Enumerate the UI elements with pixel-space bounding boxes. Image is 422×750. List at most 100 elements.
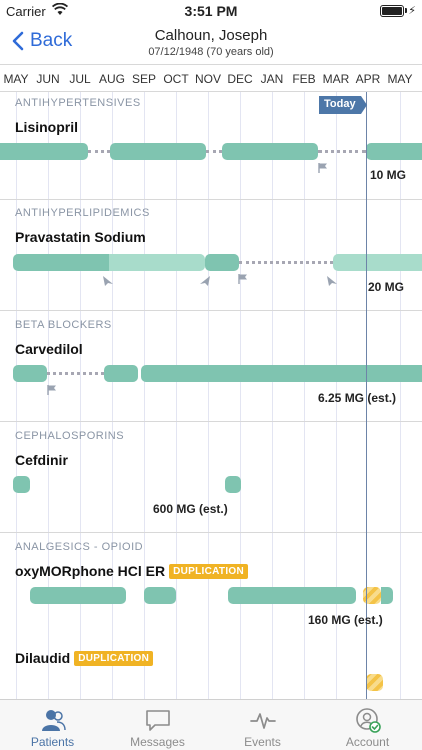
account-icon xyxy=(355,708,381,733)
med-section-cefdinir[interactable]: CEPHALOSPORINS Cefdinir 600 MG (est.) xyxy=(0,422,422,533)
arrow-icon[interactable] xyxy=(102,275,114,287)
back-label: Back xyxy=(30,30,73,51)
medication-bar-refill[interactable] xyxy=(333,254,422,271)
medication-bar[interactable] xyxy=(225,476,241,493)
battery-tip xyxy=(405,8,407,13)
drug-name: Pravastatin Sodium xyxy=(15,229,146,245)
medication-bar[interactable] xyxy=(13,254,109,271)
battery-icon xyxy=(380,5,404,17)
category-label: ANTIHYPERLIPIDEMICS xyxy=(15,207,150,219)
month-label: JUN xyxy=(36,72,60,86)
month-label: MAY xyxy=(3,72,29,86)
drug-name: Carvedilol xyxy=(15,341,83,357)
tab-events[interactable]: Events xyxy=(210,706,315,749)
patient-dob: 07/12/1948 (70 years old) xyxy=(148,46,274,58)
charging-icon: ⚡ xyxy=(408,5,416,17)
med-section-opioid[interactable]: ANALGESICS - OPIOID oxyMORphone HCl ER D… xyxy=(0,533,422,699)
month-label: OCT xyxy=(163,72,189,86)
medication-bar-refill[interactable] xyxy=(109,254,205,271)
medication-bar[interactable] xyxy=(381,587,393,604)
month-label: AUG xyxy=(98,72,125,86)
flag-icon[interactable] xyxy=(237,273,249,285)
month-label: MAY xyxy=(387,72,413,86)
medication-bar[interactable] xyxy=(110,143,206,160)
gridline xyxy=(144,92,145,699)
medication-bar[interactable] xyxy=(366,143,422,160)
messages-icon xyxy=(145,710,170,731)
gridline xyxy=(240,92,241,699)
med-section-lisinopril[interactable]: ANTIHYPERTENSIVES Lisinopril 10 MG xyxy=(0,92,422,200)
tab-messages[interactable]: Messages xyxy=(105,706,210,749)
gap-dotted xyxy=(88,150,110,153)
drug-name: Dilaudid xyxy=(15,650,71,666)
back-button[interactable]: Back xyxy=(12,30,72,52)
medication-bar[interactable] xyxy=(104,365,138,382)
patients-icon xyxy=(41,710,66,731)
medication-bar[interactable] xyxy=(228,587,356,604)
category-label: CEPHALOSPORINS xyxy=(15,430,125,442)
category-label: BETA BLOCKERS xyxy=(15,319,112,331)
gridline xyxy=(16,92,17,699)
medication-timeline[interactable]: Today ANTIHYPERTENSIVES Lisinopril 10 MG… xyxy=(0,92,422,699)
dose-label: 10 MG xyxy=(370,168,407,182)
tab-label: Account xyxy=(345,735,390,749)
gridline xyxy=(336,92,337,699)
gap-dotted xyxy=(47,372,104,375)
month-label: NOV xyxy=(194,72,221,86)
category-label: ANTIHYPERTENSIVES xyxy=(15,97,141,109)
med-section-carvedilol[interactable]: BETA BLOCKERS Carvedilol 6.25 MG (est.) xyxy=(0,311,422,422)
drug-name: Lisinopril xyxy=(15,119,78,135)
events-icon xyxy=(249,713,276,729)
medication-bar[interactable] xyxy=(13,476,30,493)
medication-bar[interactable] xyxy=(13,365,47,382)
tab-label: Messages xyxy=(130,735,185,749)
medication-bar[interactable] xyxy=(141,365,422,382)
gridline xyxy=(48,92,49,699)
tab-label: Patients xyxy=(30,735,75,749)
wifi-icon xyxy=(52,3,68,15)
drug-name: Cefdinir xyxy=(15,452,68,468)
status-bar: Carrier 3:51 PM ⚡ xyxy=(0,0,422,22)
dose-label: 600 MG (est.) xyxy=(153,502,228,516)
gridline xyxy=(208,92,209,699)
dose-label: 6.25 MG (est.) xyxy=(318,391,397,405)
carrier-label: Carrier xyxy=(6,4,46,19)
gap-dotted xyxy=(239,261,333,264)
gap-dotted xyxy=(206,150,222,153)
drug-name: oxyMORphone HCl ER xyxy=(15,563,166,579)
gridline xyxy=(272,92,273,699)
status-time: 3:51 PM xyxy=(184,3,238,19)
tab-account[interactable]: Account xyxy=(315,706,420,749)
duplication-badge: DUPLICATION xyxy=(74,650,154,666)
tab-patients[interactable]: Patients xyxy=(0,706,105,749)
duplication-badge: DUPLICATION xyxy=(169,563,249,579)
month-header: MAY JUN JUL AUG SEP OCT NOV DEC JAN FEB … xyxy=(0,64,422,92)
gap-dotted xyxy=(318,150,366,153)
gridline xyxy=(176,92,177,699)
navigation-bar: Back Calhoun, Joseph 07/12/1948 (70 year… xyxy=(0,22,422,64)
medication-bar[interactable] xyxy=(144,587,176,604)
patient-name: Calhoun, Joseph xyxy=(154,27,268,44)
dose-label: 20 MG xyxy=(368,280,405,294)
month-label: APR xyxy=(355,72,381,86)
medication-bar[interactable] xyxy=(222,143,318,160)
med-section-pravastatin[interactable]: ANTIHYPERLIPIDEMICS Pravastatin Sodium 2… xyxy=(0,200,422,311)
arrow-icon[interactable] xyxy=(326,275,338,287)
flag-icon[interactable] xyxy=(46,384,58,396)
medication-bar[interactable] xyxy=(205,254,239,271)
month-label: SEP xyxy=(131,72,156,86)
month-label: DEC xyxy=(227,72,253,86)
flag-icon[interactable] xyxy=(317,162,329,174)
medication-bar-overlap[interactable] xyxy=(363,587,381,604)
arrow-icon[interactable] xyxy=(199,275,211,287)
month-label: JAN xyxy=(260,72,284,86)
today-marker: Today xyxy=(319,96,367,114)
category-label: ANALGESICS - OPIOID xyxy=(15,541,144,553)
chevron-left-icon xyxy=(12,31,24,51)
medication-bar[interactable] xyxy=(0,143,88,160)
medication-bar-overlap[interactable] xyxy=(366,674,383,691)
medication-bar[interactable] xyxy=(30,587,126,604)
tab-label: Events xyxy=(244,735,281,749)
month-label: JUL xyxy=(69,72,91,86)
gridline xyxy=(80,92,81,699)
